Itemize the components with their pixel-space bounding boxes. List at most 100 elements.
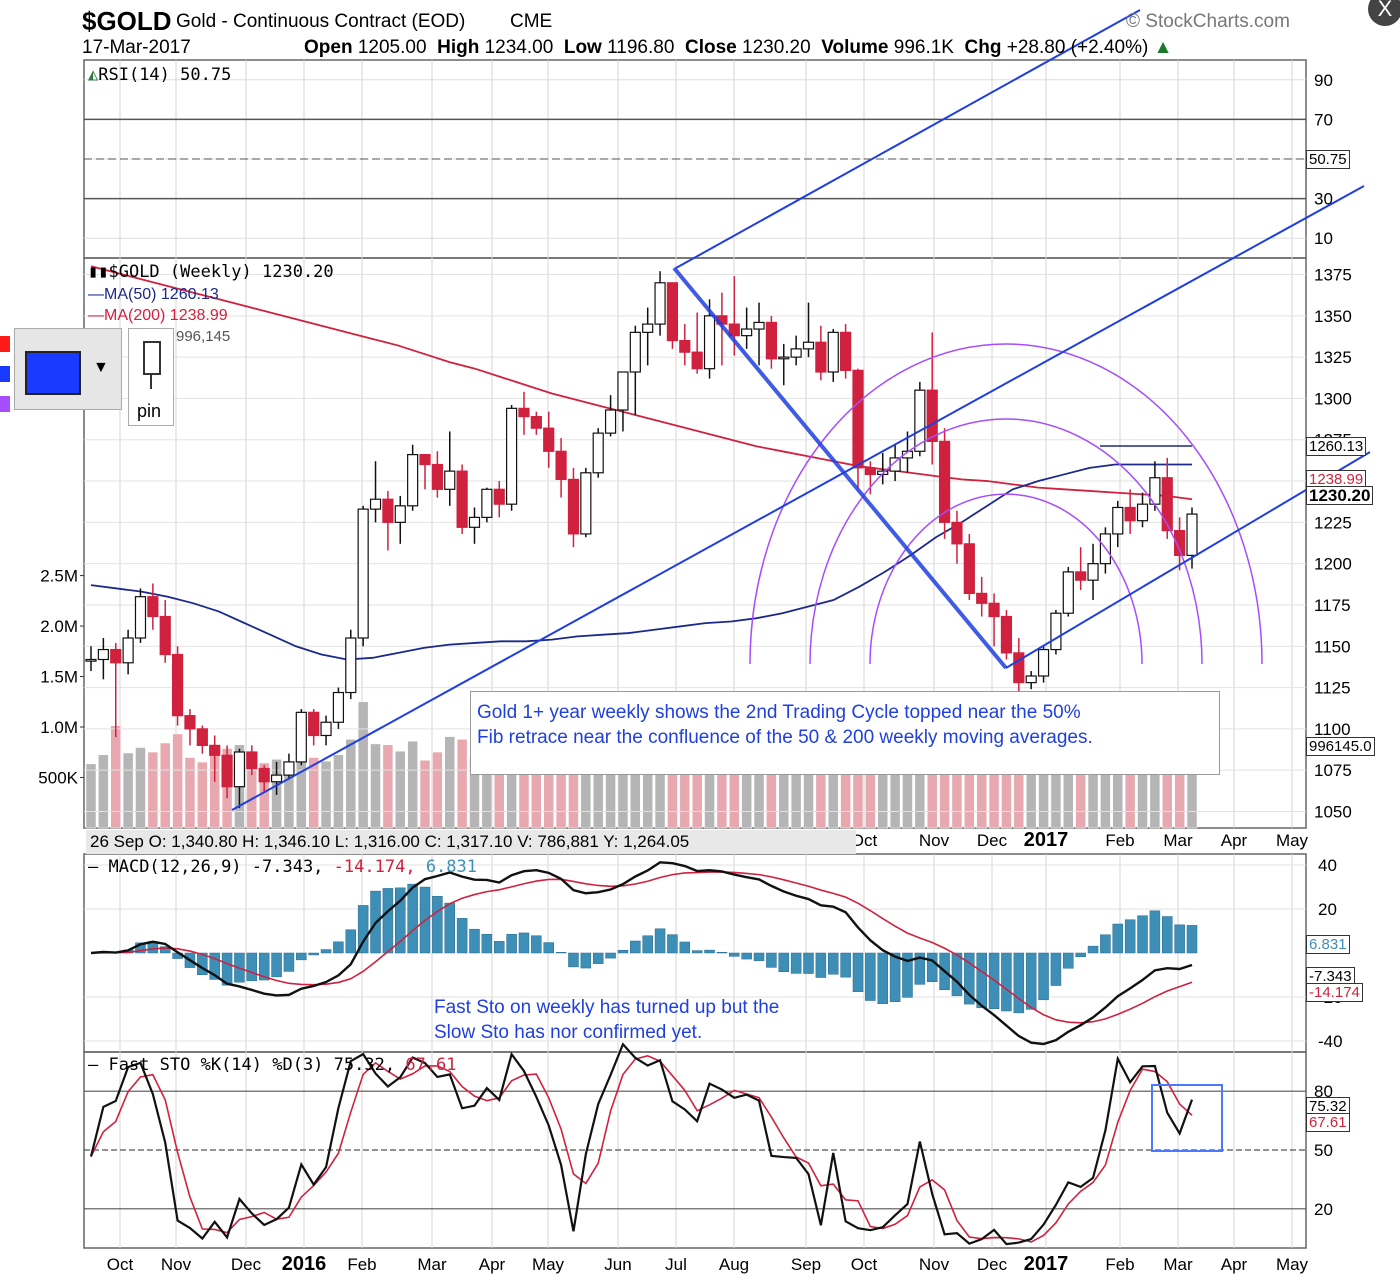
candle-body xyxy=(1062,571,1074,614)
volume-bar xyxy=(122,752,134,829)
candle-body xyxy=(332,691,345,723)
macd-hist-bar xyxy=(1186,925,1198,954)
x-tick-label: Oct xyxy=(851,1255,878,1274)
candle-body xyxy=(258,767,270,783)
macd-hist-bar xyxy=(976,952,987,1009)
macd-hist-bar xyxy=(543,942,554,954)
candle-body xyxy=(382,498,394,523)
trend-line-upper xyxy=(675,9,1141,269)
macd-hist-bar xyxy=(877,952,888,1004)
volume-legend: 996,145 xyxy=(176,328,231,345)
blue-swatch[interactable] xyxy=(0,366,10,382)
selected-color[interactable] xyxy=(25,351,81,395)
x-tick-label: Nov xyxy=(161,1255,192,1274)
macd-hist-bar xyxy=(753,952,765,961)
candle-body xyxy=(703,315,716,370)
macd-hist-bar xyxy=(296,952,307,961)
macd-hist-bar xyxy=(790,952,802,974)
macd-tick-label: -40 xyxy=(1318,1032,1343,1051)
macd-hist-bar xyxy=(852,952,864,993)
sto-tick-label: 50 xyxy=(1314,1141,1333,1160)
x-tick-label: Mar xyxy=(417,1255,447,1274)
x-tick-label: 2016 xyxy=(282,1253,327,1275)
volume-bar xyxy=(333,754,344,829)
volume-bar xyxy=(419,759,431,829)
macd-hist-bar xyxy=(308,952,319,956)
candle-body xyxy=(666,282,679,342)
candle-body xyxy=(407,454,419,507)
symbol: $GOLD xyxy=(82,6,172,36)
macd-hist-bar xyxy=(691,950,703,954)
candle-body xyxy=(1013,652,1025,684)
macd-signal-tag: -14.174 xyxy=(1306,983,1363,1002)
macd-hist-bar xyxy=(1100,934,1111,954)
candle-body xyxy=(147,596,159,618)
rsi-tick-label: 90 xyxy=(1314,71,1333,90)
candle-body xyxy=(1087,563,1099,581)
candle-body xyxy=(283,761,295,776)
red-swatch[interactable] xyxy=(0,336,10,352)
close-icon[interactable]: X xyxy=(1368,0,1400,26)
volume-bar xyxy=(407,740,418,829)
low-label: Low xyxy=(563,37,602,58)
color-picker[interactable]: ▼ xyxy=(14,328,122,410)
price-tick-label: 1375 xyxy=(1314,266,1352,285)
macd-hist-bar xyxy=(395,887,406,954)
candle-body xyxy=(1112,506,1124,535)
candle-body xyxy=(530,416,542,429)
volume-tick-label: 2.5M xyxy=(40,567,78,586)
chevron-down-icon[interactable]: ▼ xyxy=(93,359,109,376)
macd-hist-bar xyxy=(1124,919,1136,954)
volume-bar xyxy=(85,763,97,829)
rsi-tick-label: 70 xyxy=(1314,110,1333,129)
macd-hist-bar xyxy=(493,941,505,954)
macd-hist-bar xyxy=(592,952,604,964)
macd-hist-bar xyxy=(456,918,468,954)
fib-arc xyxy=(809,418,1203,665)
candle-body xyxy=(1025,675,1037,684)
macd-hist-bar xyxy=(568,952,579,968)
macd-hist-bar xyxy=(246,952,258,982)
candle-body xyxy=(233,751,246,788)
sto-d-tag: 67.61 xyxy=(1306,1113,1350,1132)
candle-body xyxy=(976,592,988,604)
macd-hist-bar xyxy=(840,952,851,978)
volume-bar xyxy=(370,743,381,829)
ma50-label: MA(50) 1260.13 xyxy=(104,286,219,303)
candle-body xyxy=(778,356,790,360)
candle-body xyxy=(270,774,283,783)
price-tick-label: 1325 xyxy=(1314,348,1352,367)
candle-body xyxy=(209,744,221,756)
macd-hist-bar xyxy=(704,949,715,954)
candle-body xyxy=(1000,615,1013,654)
candle-body xyxy=(765,321,777,360)
candle-body xyxy=(988,602,1000,618)
volume-tick-label: 2.0M xyxy=(40,617,78,636)
low-value: 1196.80 xyxy=(607,37,675,58)
volume-bar xyxy=(395,750,406,829)
candle-body xyxy=(1075,571,1087,581)
x-tick-label: Oct xyxy=(851,831,878,850)
high-label: High xyxy=(437,37,480,58)
macd-hist-bar xyxy=(914,952,926,985)
purple-swatch[interactable] xyxy=(0,396,10,412)
open-label: Open xyxy=(304,37,353,58)
fib-arc xyxy=(869,493,1143,665)
brand: © StockCharts.com xyxy=(1126,11,1290,32)
sto-tick-label: 80 xyxy=(1314,1082,1333,1101)
x-tick-label: May xyxy=(532,1255,565,1274)
macd-signal-line xyxy=(90,871,1193,1024)
brand-name: StockCharts.com xyxy=(1145,11,1290,32)
candle-body xyxy=(827,331,839,373)
rsi-tick-label: 30 xyxy=(1314,190,1333,209)
macd-hist-bar xyxy=(444,902,456,954)
macd-hist-bar xyxy=(271,952,282,978)
fib-arc xyxy=(749,343,1263,665)
candle-body xyxy=(802,341,815,350)
candle-body xyxy=(1050,612,1062,651)
pin-button[interactable]: pin xyxy=(128,328,174,426)
x-tick-label: Sep xyxy=(791,1255,821,1274)
close-label: Close xyxy=(684,37,737,58)
macd-hist-bar xyxy=(1137,915,1148,954)
macd-hist-bar xyxy=(333,941,344,954)
